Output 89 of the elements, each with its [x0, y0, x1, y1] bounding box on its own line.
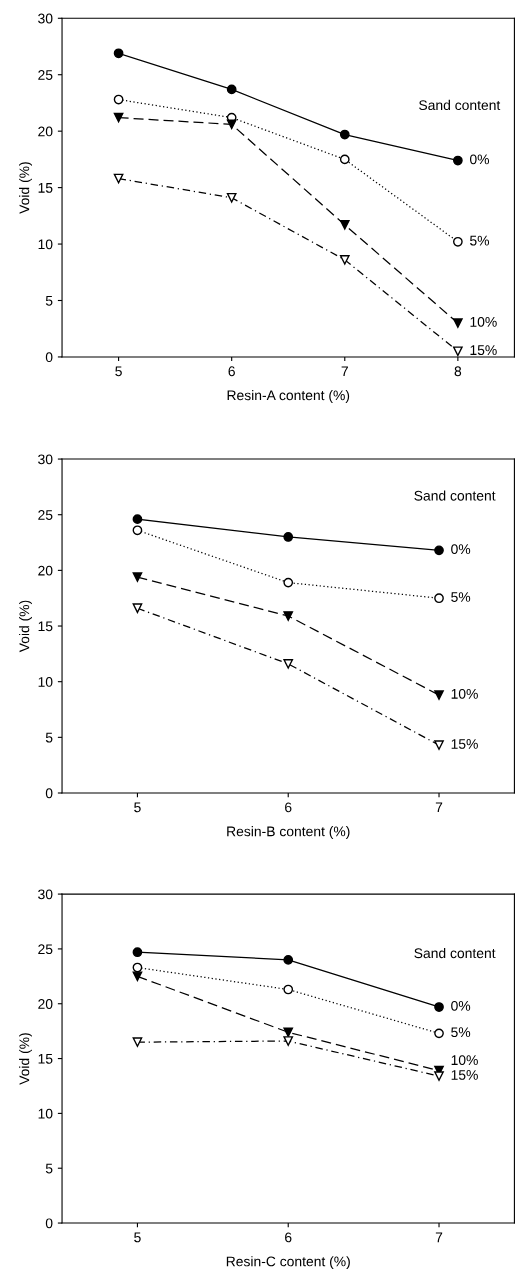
x-tick-label: 5 [115, 366, 122, 377]
point [453, 236, 463, 247]
y-axis-title: Void (%) [19, 600, 32, 653]
series-label: 10% [451, 1055, 478, 1066]
point [113, 112, 124, 123]
point [226, 192, 237, 203]
point [434, 740, 444, 750]
y-tick-label: 30 [38, 13, 53, 24]
annotation: Sand content [414, 490, 496, 501]
y-tick-label: 15 [38, 621, 53, 632]
point [283, 1027, 294, 1038]
series-label: 15% [451, 1070, 478, 1080]
point [434, 690, 444, 700]
series-label: 5% [451, 1027, 471, 1038]
y-axis-title: Void (%) [19, 162, 32, 214]
point [434, 545, 444, 556]
x-axis-title: Resin-B content (%) [227, 826, 350, 840]
point [434, 1071, 444, 1081]
y-tick-label: 25 [38, 70, 53, 80]
series-label: 15% [451, 739, 478, 749]
y-axis-title: Void (%) [19, 1033, 32, 1085]
point [226, 84, 237, 95]
series-label: 10% [451, 688, 478, 699]
y-tick-label: 10 [38, 1108, 53, 1119]
series-label: 0% [469, 154, 490, 165]
point [339, 220, 350, 230]
annotation: Sand content [419, 99, 501, 111]
y-tick-label: 5 [45, 295, 53, 306]
point [132, 514, 143, 525]
series-label: 0% [451, 1000, 471, 1011]
x-tick-label: 7 [341, 366, 348, 377]
point [283, 611, 294, 621]
y-tick-label: 30 [38, 889, 53, 900]
y-tick-label: 20 [38, 999, 53, 1009]
series-label: 10% [470, 316, 497, 327]
x-tick-label: 6 [228, 366, 235, 377]
x-tick-label: 5 [134, 802, 141, 813]
y-tick-label: 5 [45, 1163, 53, 1174]
point [113, 94, 124, 105]
point [132, 971, 143, 982]
point [283, 532, 294, 542]
x-tick-label: 6 [285, 1232, 292, 1243]
point [453, 155, 463, 166]
point [113, 48, 124, 59]
point [283, 1036, 294, 1046]
y-tick-label: 30 [38, 454, 53, 465]
series-label: 5% [451, 592, 471, 602]
y-tick-label: 25 [38, 510, 53, 520]
series-label: 0% [451, 544, 471, 555]
y-tick-label: 10 [38, 677, 53, 687]
point [132, 603, 143, 614]
y-tick-label: 0 [45, 352, 53, 363]
annotation: Sand content [414, 947, 496, 959]
point [132, 572, 143, 582]
x-tick-label: 7 [435, 1232, 443, 1243]
point [434, 593, 444, 604]
y-tick-label: 0 [45, 788, 53, 799]
point [434, 1002, 444, 1012]
x-tick-label: 5 [134, 1232, 141, 1243]
point [226, 119, 237, 130]
x-axis-title: Resin-C content (%) [226, 1256, 350, 1270]
y-tick-label: 15 [38, 183, 53, 193]
y-tick-label: 20 [38, 565, 53, 576]
x-tick-label: 6 [285, 802, 292, 813]
point [434, 1028, 444, 1039]
point [132, 947, 143, 958]
y-tick-label: 10 [38, 239, 53, 250]
point [339, 154, 350, 165]
x-tick-label: 7 [435, 802, 443, 813]
point [339, 129, 350, 140]
y-tick-label: 25 [38, 944, 53, 955]
point [283, 984, 294, 995]
x-axis-title: Resin-A content (%) [227, 390, 350, 403]
y-tick-label: 15 [38, 1054, 53, 1064]
y-tick-label: 0 [45, 1218, 53, 1229]
point [283, 577, 294, 588]
series-label: 15% [470, 345, 497, 356]
x-tick-label: 8 [454, 366, 462, 377]
point [339, 254, 350, 265]
point [113, 173, 124, 184]
point [132, 1037, 143, 1047]
point [453, 318, 463, 328]
point [283, 659, 294, 669]
point [132, 525, 143, 536]
point [283, 955, 294, 965]
y-tick-label: 5 [45, 732, 53, 743]
point [453, 346, 463, 357]
series-label: 5% [470, 235, 490, 246]
y-tick-label: 20 [38, 126, 53, 137]
